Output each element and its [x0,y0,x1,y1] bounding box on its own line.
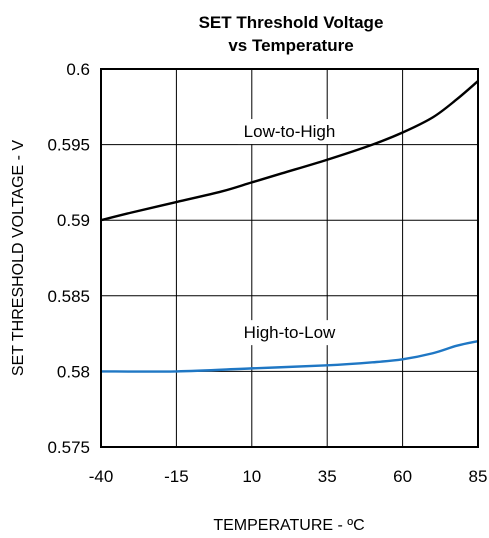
x-tick-labels: -40 -15 10 35 60 85 [89,467,488,486]
x-tick-label: -15 [164,467,189,486]
chart-title-line1: SET Threshold Voltage [199,13,384,32]
annotation-background [237,119,342,145]
annotation-layer: Low-to-High High-to-Low [237,119,343,346]
y-tick-label: 0.595 [47,136,90,155]
y-tick-labels: 0.575 0.58 0.585 0.59 0.595 0.6 [47,60,90,457]
x-tick-label: -40 [89,467,114,486]
series-annotation: Low-to-High [244,122,336,141]
series-line-high-to-low [100,339,479,373]
x-tick-label: 35 [318,467,337,486]
x-tick-label: 85 [469,467,488,486]
y-tick-label: 0.59 [57,211,90,230]
y-tick-label: 0.6 [66,60,90,79]
y-tick-label: 0.585 [47,287,90,306]
annotation-background [237,320,343,346]
x-axis-label: TEMPERATURE - ºC [213,517,364,534]
series-line-low-to-high [100,80,479,222]
x-tick-label: 60 [393,467,412,486]
plot-frame [100,68,479,448]
series-layer [100,80,479,373]
y-tick-label: 0.575 [47,438,90,457]
y-tick-label: 0.58 [57,362,90,381]
y-axis-label: SET THRESHOLD VOLTAGE - V [10,140,27,377]
series-annotation: High-to-Low [244,323,336,342]
x-tick-label: 10 [242,467,261,486]
chart-title-line2: vs Temperature [228,36,353,55]
